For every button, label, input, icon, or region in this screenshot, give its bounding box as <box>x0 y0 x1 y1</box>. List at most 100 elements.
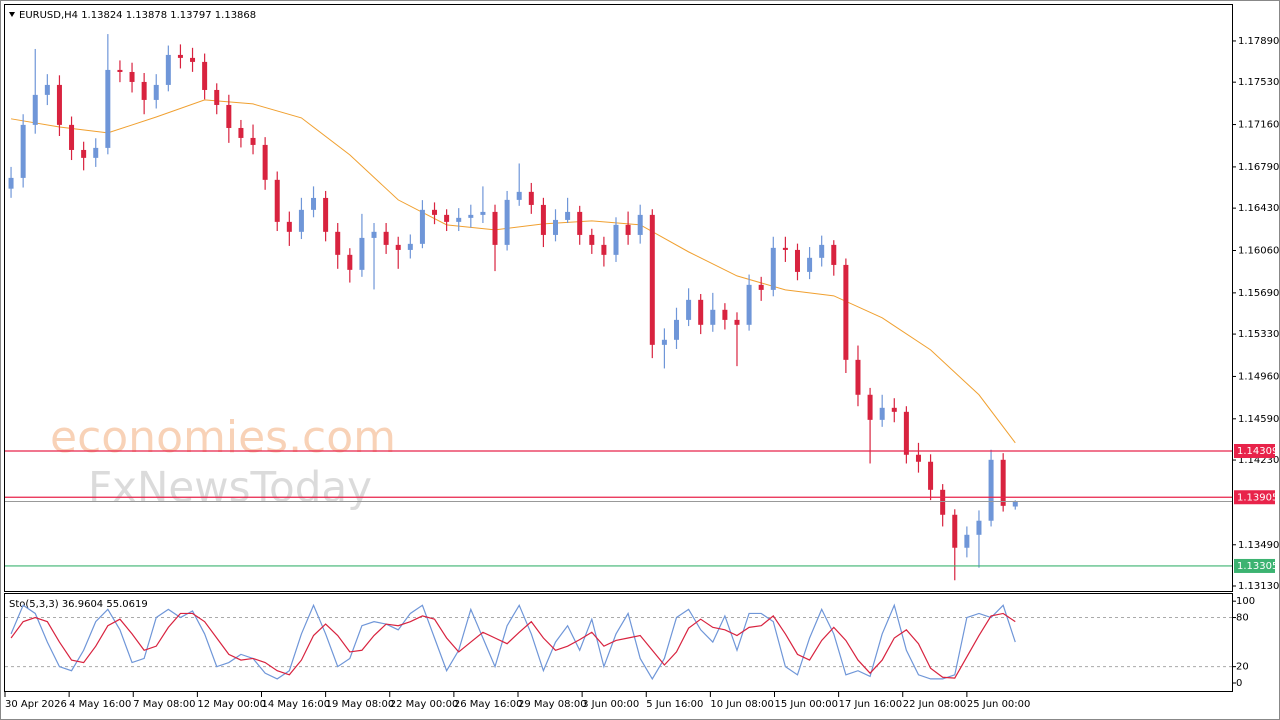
x-tick-label: 10 Jun 08:00 <box>710 699 774 710</box>
watermark: FxNewsToday <box>88 463 372 512</box>
candle-body <box>359 237 365 270</box>
y-tick-label: 1.16430 <box>1238 203 1279 214</box>
candle-body <box>93 147 99 158</box>
x-tick-label: 26 May 16:00 <box>454 699 523 710</box>
level-tag <box>1234 443 1275 458</box>
y-tick-label: 100 <box>1236 596 1255 607</box>
candle-body <box>649 214 655 345</box>
candle-body <box>867 394 873 420</box>
candle-body <box>770 247 776 290</box>
y-tick-label: 1.16790 <box>1238 162 1279 173</box>
x-tick-label: 12 May 00:00 <box>197 699 266 710</box>
candle-body <box>625 224 631 235</box>
candle-body <box>117 69 123 72</box>
candle-body <box>226 104 232 128</box>
x-tick-label: 3 Jun 00:00 <box>582 699 639 710</box>
menu-arrow <box>9 12 15 17</box>
candle-body <box>686 299 692 320</box>
candle-body <box>69 124 75 150</box>
candle-body <box>238 127 244 138</box>
chart-title: EURUSD,H4 1.13824 1.13878 1.13797 1.1386… <box>19 10 256 21</box>
y-tick-label: 1.15330 <box>1238 329 1279 340</box>
candle-body <box>843 264 849 360</box>
moving-average <box>10 99 1016 444</box>
candle-body <box>1012 501 1018 507</box>
candle-body <box>468 214 474 218</box>
y-tick-label: 1.13130 <box>1238 581 1279 592</box>
x-tick-label: 5 Jun 16:00 <box>646 699 703 710</box>
candle-body <box>661 339 667 345</box>
candle-body <box>516 191 522 200</box>
level-label: 1.14309 <box>1237 446 1278 457</box>
candle-body <box>8 177 14 189</box>
x-tick-label: 19 May 08:00 <box>326 699 395 710</box>
stochastic-line <box>10 612 1016 679</box>
candle-body <box>190 57 196 62</box>
candle-body <box>710 309 716 325</box>
y-tick-label: 80 <box>1236 613 1249 624</box>
candle-body <box>807 257 813 272</box>
candle-body <box>286 221 292 232</box>
candle-body <box>383 231 389 245</box>
candle-body <box>577 211 583 235</box>
candle-body <box>335 231 341 255</box>
y-tick-label: 1.15690 <box>1238 288 1279 299</box>
candle-body <box>250 137 256 145</box>
x-tick-label: 29 May 08:00 <box>518 699 587 710</box>
candle-body <box>32 94 38 125</box>
candle-body <box>141 81 147 100</box>
candle-body <box>673 319 679 340</box>
x-tick-label: 7 May 08:00 <box>133 699 195 710</box>
candle-body <box>528 191 534 205</box>
y-tick-label: 1.16060 <box>1238 245 1279 256</box>
watermark: economies.com <box>50 412 396 463</box>
level-label: 1.13905 <box>1237 492 1278 503</box>
candle-body <box>879 407 885 420</box>
candle-body <box>177 54 183 58</box>
y-tick-label: 20 <box>1236 662 1249 673</box>
candle-body <box>782 247 788 250</box>
candle-body <box>758 284 764 290</box>
candle-body <box>347 254 353 270</box>
candle-body <box>105 69 111 148</box>
candle-body <box>56 84 62 125</box>
candle-body <box>202 61 208 90</box>
candle-body <box>637 214 643 235</box>
candle-body <box>964 534 970 548</box>
candle-body <box>311 197 317 210</box>
candle-body <box>794 249 800 272</box>
candle-body <box>432 209 438 215</box>
candle-body <box>746 284 752 325</box>
y-tick-label: 1.13490 <box>1238 540 1279 551</box>
candle-body <box>915 454 921 462</box>
candle-body <box>444 214 450 222</box>
y-tick-label: 1.17160 <box>1238 120 1279 131</box>
level-tag <box>1234 558 1275 573</box>
candle-body <box>395 244 401 250</box>
candle-body <box>407 243 413 250</box>
candle-body <box>589 234 595 245</box>
x-tick-label: 25 Jun 00:00 <box>967 699 1031 710</box>
candle-body <box>504 199 510 245</box>
x-tick-label: 30 Apr 2026 <box>5 699 67 710</box>
candle-body <box>492 211 498 245</box>
candle-body <box>613 224 619 255</box>
y-tick-label: 0 <box>1236 678 1242 689</box>
x-tick-label: 22 May 00:00 <box>390 699 459 710</box>
candle-body <box>81 149 87 158</box>
level-tag <box>1234 490 1275 505</box>
candle-body <box>831 244 837 265</box>
candle-body <box>976 520 982 535</box>
y-tick-label: 1.17530 <box>1238 77 1279 88</box>
candle-body <box>565 211 571 220</box>
candle-body <box>480 211 486 215</box>
candle-body <box>855 359 861 395</box>
x-tick-label: 15 Jun 00:00 <box>774 699 838 710</box>
candle-body <box>298 209 304 232</box>
candle-body <box>214 89 220 105</box>
candle-body <box>153 84 159 100</box>
candle-body <box>553 219 559 235</box>
candle-body <box>722 309 728 320</box>
